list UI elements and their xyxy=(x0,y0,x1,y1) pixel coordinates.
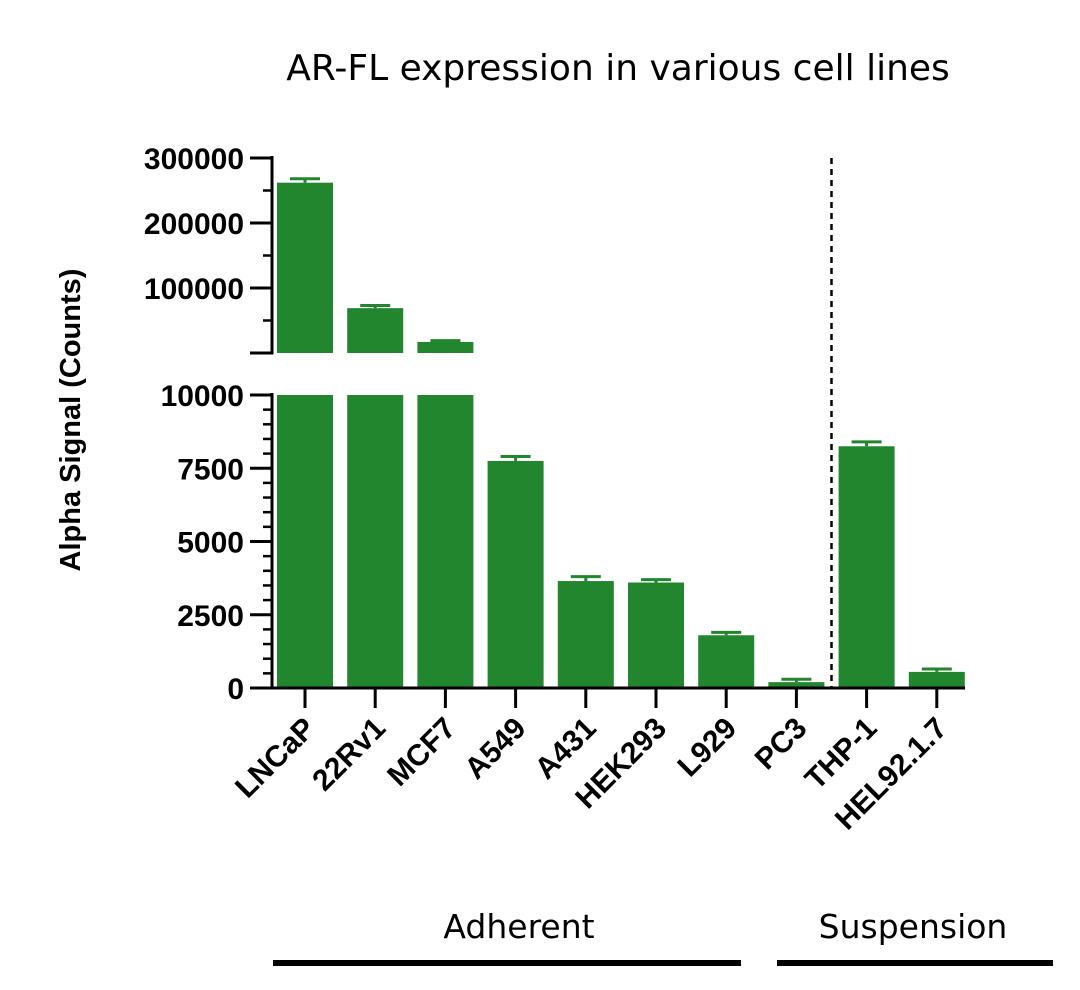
x-tick-label: PC3 xyxy=(749,712,814,777)
x-tick-label: L929 xyxy=(671,712,743,784)
x-tick-label: MCF7 xyxy=(381,712,462,793)
bar-upper xyxy=(277,182,333,353)
group-label-adherent: Adherent xyxy=(443,907,594,946)
bar xyxy=(908,671,965,688)
bar xyxy=(487,460,544,688)
bar xyxy=(698,635,755,688)
y-tick-label: 5000 xyxy=(177,527,244,560)
y-tick-label: 300000 xyxy=(144,143,244,176)
bar-lower xyxy=(347,395,404,688)
group-label-suspension: Suspension xyxy=(819,907,1008,946)
y-tick-label: 100000 xyxy=(144,273,244,306)
x-tick-label: 22Rv1 xyxy=(306,712,392,798)
bars-group xyxy=(277,177,965,688)
y-tick-label: 0 xyxy=(227,673,244,706)
group-brackets: Adherent Suspension xyxy=(273,907,1053,966)
bar xyxy=(557,581,614,688)
bar xyxy=(838,446,895,688)
y-tick-label: 7500 xyxy=(177,453,244,486)
bar-lower xyxy=(417,395,474,688)
y-tick-label: 200000 xyxy=(144,208,244,241)
chart-title: AR-FL expression in various cell lines xyxy=(286,48,950,89)
bar-lower xyxy=(277,395,333,688)
bar xyxy=(768,682,825,688)
x-tick-label: A549 xyxy=(459,712,533,786)
y-tick-label: 10000 xyxy=(161,380,244,413)
x-tick-label: LNCaP xyxy=(229,712,322,805)
y-axis-label: Alpha Signal (Counts) xyxy=(55,269,87,572)
bar-upper xyxy=(417,341,474,353)
bar xyxy=(628,582,684,688)
bar-upper xyxy=(347,308,404,353)
y-tick-label: 2500 xyxy=(177,600,244,633)
